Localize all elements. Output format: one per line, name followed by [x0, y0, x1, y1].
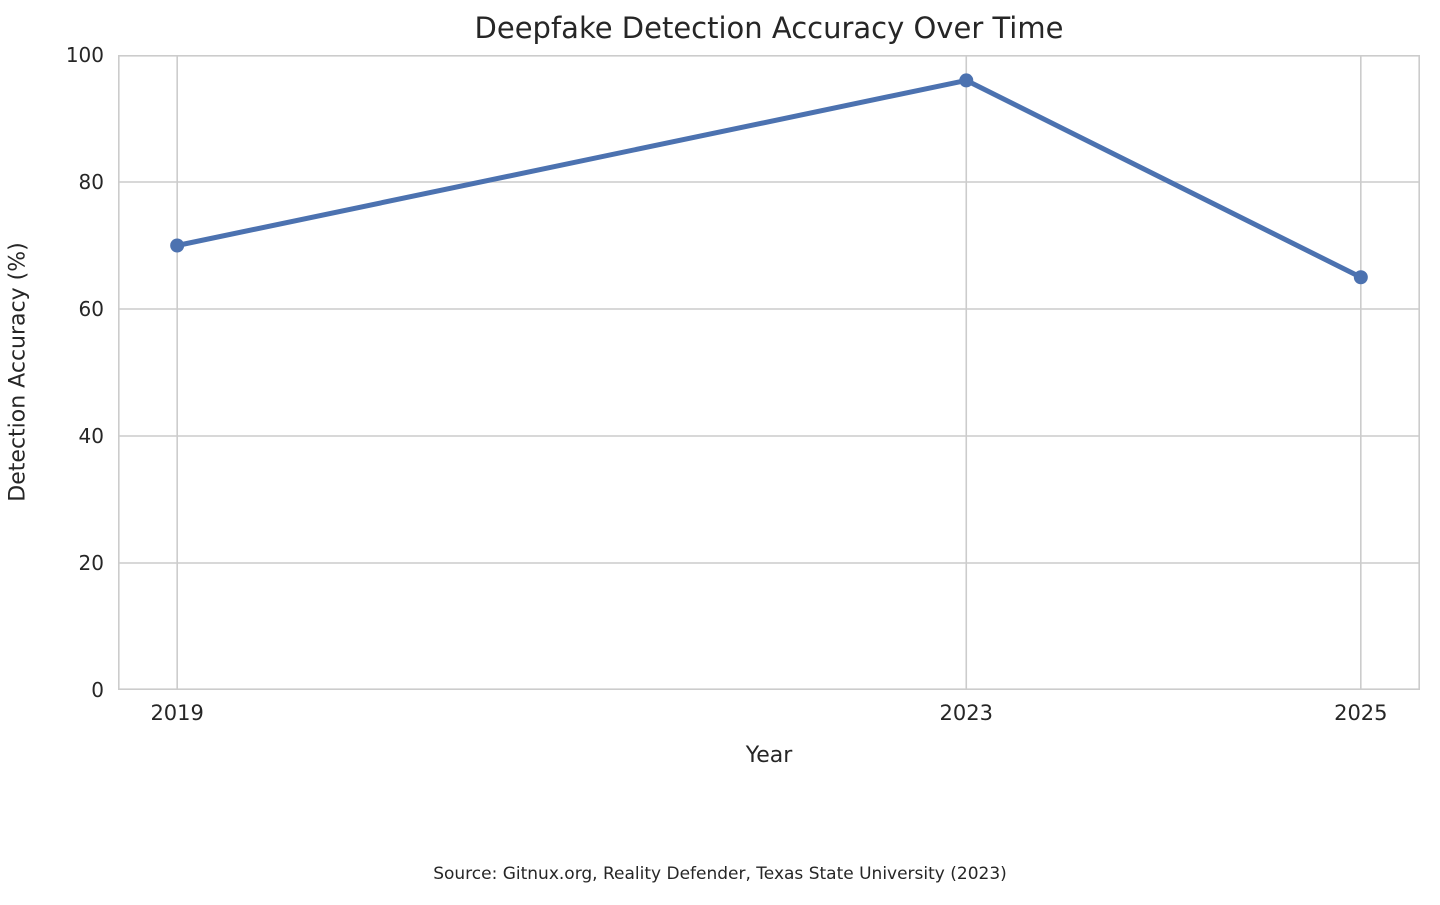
- x-axis-label: Year: [745, 743, 793, 768]
- source-note: Source: Gitnux.org, Reality Defender, Te…: [433, 864, 1007, 884]
- y-axis-label: Detection Accuracy (%): [5, 242, 31, 502]
- y-tick-label: 60: [78, 297, 104, 321]
- plot-border: [118, 55, 1420, 690]
- y-tick-label: 20: [78, 551, 104, 575]
- plot-area: [118, 55, 1420, 690]
- x-tick-label: 2025: [1334, 701, 1388, 725]
- y-tick-label: 40: [78, 424, 104, 448]
- y-tick-label: 100: [65, 43, 104, 67]
- chart-title: Deepfake Detection Accuracy Over Time: [474, 11, 1064, 45]
- x-tick-label: 2019: [150, 701, 204, 725]
- x-tick-label: 2023: [939, 701, 993, 725]
- data-point-2025: [1353, 270, 1368, 285]
- plot-svg: [118, 55, 1420, 690]
- data-point-2019: [170, 238, 185, 253]
- y-tick-label: 80: [78, 170, 104, 194]
- y-tick-label: 0: [91, 678, 104, 702]
- data-point-2023: [959, 73, 974, 88]
- data-line: [174, 77, 1364, 280]
